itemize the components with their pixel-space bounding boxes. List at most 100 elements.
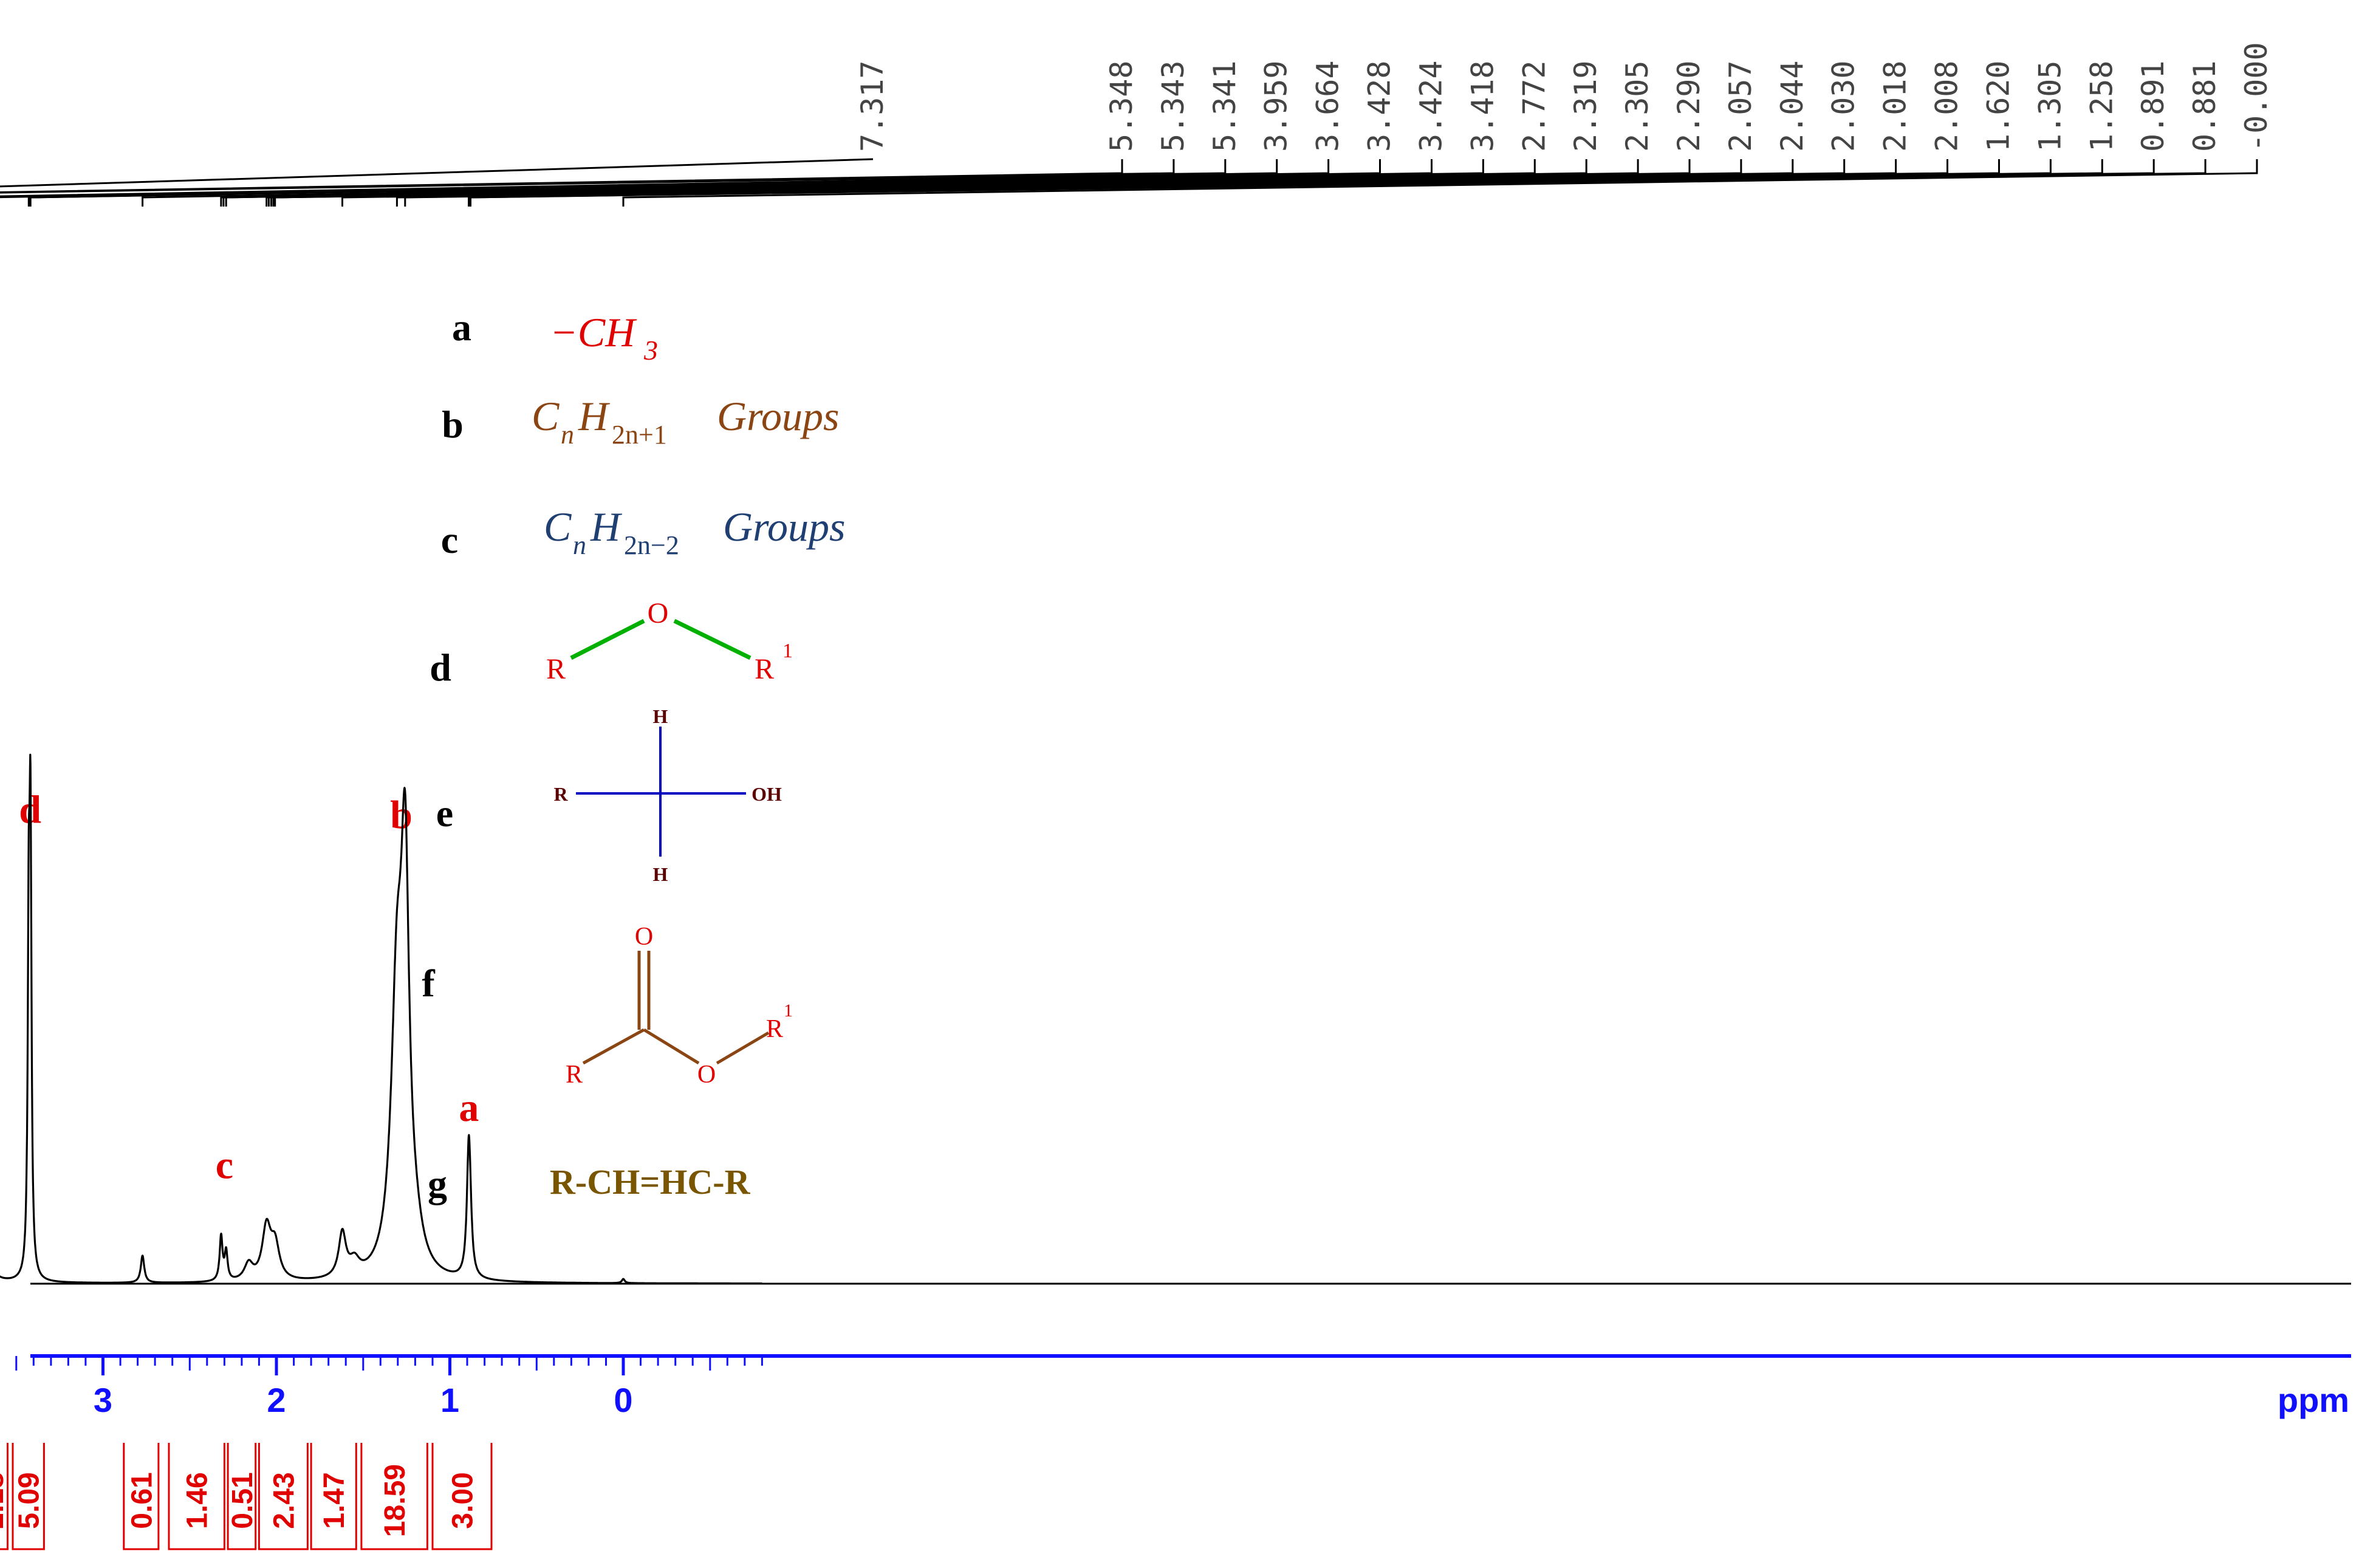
peak-label-connector [0, 159, 1227, 194]
peak-position-label: 3.418 [1465, 60, 1500, 152]
integral-value-label: 0.51 [227, 1472, 259, 1529]
peak-label-connector [142, 159, 1536, 207]
ester-bond-r1 [716, 1031, 770, 1065]
integral-value-label: 2.43 [268, 1472, 300, 1529]
integral-region: 2.43 [258, 1443, 309, 1550]
ether-bond-left [570, 618, 645, 660]
ether-oxygen: O [648, 597, 669, 629]
peak-annotation-letter: a [459, 1086, 479, 1130]
peak-position-label: 1.620 [1981, 60, 2016, 152]
legend-formula-ch3: −CH [550, 309, 637, 355]
legend-formula-c: C [544, 504, 572, 550]
legend-formula-h: H [578, 393, 611, 439]
integral-bracket [310, 1443, 357, 1550]
legend-formula-h-subscript: 2n−2 [624, 530, 679, 560]
peak-position-label: 5.341 [1207, 60, 1242, 152]
peak-position-label: 2.030 [1826, 60, 1861, 152]
integral-value-label: 5.09 [13, 1472, 46, 1529]
integral-bracket [12, 1443, 45, 1550]
alcohol-h-bottom: H [653, 863, 668, 885]
peak-position-label: 5.343 [1155, 60, 1191, 152]
integral-region: 3.00 [431, 1443, 493, 1550]
legend-formula-h: H [590, 504, 623, 550]
integral-layer: 1.813.782.185.090.611.460.512.431.4718.5… [0, 1443, 493, 1550]
peak-position-label: 3.664 [1310, 60, 1346, 152]
peak-position-label: 1.305 [2032, 60, 2067, 152]
legend-item-a: a −CH 3 [452, 306, 658, 366]
peak-position-label: 0.891 [2135, 60, 2171, 152]
peak-label-connector [470, 159, 2207, 207]
integral-region: 1.47 [310, 1443, 357, 1550]
legend-item-g: g R-CH=HC-R [428, 1162, 751, 1205]
alcohol-r-group: R [553, 783, 568, 805]
ether-r-group: R [546, 653, 566, 685]
peak-label-connector [0, 158, 874, 188]
integral-bracket [123, 1443, 160, 1550]
legend-formula-c-subscript: n [561, 420, 574, 450]
ester-bond-o [643, 1028, 700, 1065]
legend-letter: f [422, 962, 435, 1005]
integral-bracket [227, 1443, 257, 1550]
spectrum-trace [0, 753, 763, 1285]
integral-bracket [360, 1443, 428, 1550]
peak-position-label: 7.317 [855, 60, 890, 152]
ether-r1-group: R [755, 653, 774, 685]
peak-label-connector [29, 159, 1484, 207]
ester-carbonyl-oxygen: O [635, 923, 653, 951]
x-axis: 11109876543210ppm [15, 1354, 2351, 1419]
legend-letter: a [452, 306, 471, 349]
peak-position-label: 0.881 [2187, 60, 2222, 152]
legend-letter: e [436, 792, 453, 835]
x-axis-tick-label: 1 [440, 1381, 459, 1419]
legend-letter: g [428, 1162, 447, 1205]
alcohol-h-top: H [653, 705, 668, 727]
peak-position-label: -0.000 [2239, 42, 2274, 152]
x-axis-tick-label: 2 [267, 1381, 286, 1419]
ester-ether-oxygen: O [697, 1061, 716, 1089]
peak-position-label: 2.008 [1929, 60, 1965, 152]
legend-formula-c-subscript: n [573, 530, 586, 560]
legend-item-b: b C n H 2n+1 Groups [442, 393, 839, 450]
ester-r-group: R [566, 1061, 583, 1089]
integral-value-label: 18.59 [379, 1464, 411, 1537]
ether-bond-right [673, 618, 751, 660]
integral-value-label: 0.61 [126, 1472, 158, 1529]
integral-value-label: 3.00 [447, 1472, 479, 1529]
integral-bracket [168, 1443, 225, 1550]
peak-label-layer: 7.317 5.348 5.343 5.341 3.959 3.664 3.428 3.424… [0, 42, 2274, 207]
integral-value-label: 1.46 [182, 1472, 214, 1529]
integral-value-label: 1.47 [318, 1472, 351, 1529]
peak-position-label: 2.305 [1620, 60, 1655, 152]
legend-item-d: d O R R 1 [430, 597, 793, 689]
legend-item-c: c C n H 2n−2 Groups [441, 504, 846, 561]
peak-annotation-layer: gfedcba [19, 788, 479, 1188]
peak-position-label: 2.290 [1671, 60, 1707, 152]
peak-position-label: 3.424 [1414, 60, 1449, 152]
integral-region: 0.61 [123, 1443, 160, 1550]
legend-letter: b [442, 403, 464, 446]
legend-formula-c: C [532, 393, 560, 439]
ester-r1-group: R [766, 1015, 783, 1043]
integral-region: 5.09 [12, 1443, 46, 1550]
integral-region: 18.59 [360, 1443, 428, 1550]
peak-position-label: 2.018 [1878, 60, 1913, 152]
ester-r1-superscript: 1 [784, 1001, 793, 1021]
legend-formula-subscript: 3 [643, 335, 658, 366]
integral-bracket [0, 1443, 9, 1550]
integral-bracket [258, 1443, 309, 1550]
integral-value-label: 2.18 [0, 1472, 10, 1529]
legend: a −CH 3 b C n H 2n+1 Groups c C n H 2n−2… [422, 306, 845, 1205]
legend-item-f: f O O R R 1 [422, 923, 793, 1089]
ester-bond-r [582, 1028, 645, 1065]
legend-groups-text: Groups [723, 504, 846, 550]
legend-groups-text: Groups [717, 393, 840, 439]
peak-position-label: 2.057 [1723, 60, 1758, 152]
peak-label-connector [622, 159, 2258, 207]
legend-item-e: e H H R OH [436, 705, 782, 885]
peak-position-label: 3.428 [1362, 60, 1397, 152]
integral-region: 1.46 [168, 1443, 225, 1550]
peak-position-label: 2.319 [1568, 60, 1603, 152]
integral-bracket [431, 1443, 493, 1550]
peak-label-connector [0, 159, 1278, 197]
